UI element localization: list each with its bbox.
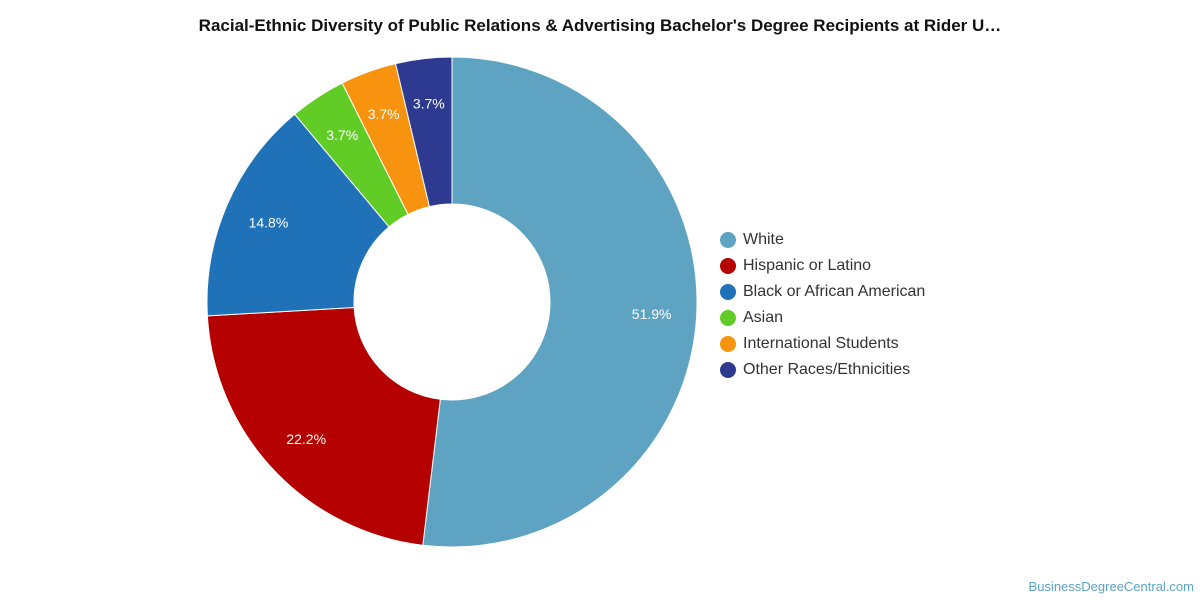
legend-item[interactable]: Hispanic or Latino: [720, 253, 925, 279]
legend-marker-icon: [720, 258, 736, 274]
slice-white[interactable]: [422, 56, 698, 548]
slice-label: 22.2%: [286, 431, 326, 447]
legend-label: Black or African American: [743, 283, 926, 300]
legend-label: Asian: [743, 309, 784, 326]
slice-label: 3.7%: [413, 95, 445, 111]
slice-label: 3.7%: [368, 106, 400, 122]
chart-legend: White Hispanic or Latino Black or African …: [720, 227, 925, 383]
chart-title: Racial-Ethnic Diversity of Public Relati…: [198, 16, 1002, 35]
legend-item[interactable]: International Students: [720, 331, 925, 357]
slice-other-races-ethnicities[interactable]: [394, 56, 453, 208]
legend-item[interactable]: Other Races/Ethnicities: [720, 357, 925, 383]
slice-black-or-african-american[interactable]: [206, 113, 390, 317]
slice-label: 3.7%: [326, 127, 358, 143]
legend-label: Hispanic or Latino: [743, 257, 872, 274]
legend-marker-icon: [720, 284, 736, 300]
legend-label: White: [743, 231, 784, 248]
slice-label: 14.8%: [249, 215, 289, 231]
legend-marker-icon: [720, 336, 736, 352]
legend-item[interactable]: White: [720, 227, 925, 253]
legend-item[interactable]: Black or African American: [720, 279, 925, 305]
slice-hispanic-or-latino[interactable]: [206, 307, 441, 546]
slice-label: 51.9%: [632, 306, 672, 322]
legend-label: International Students: [743, 335, 899, 352]
source-credit[interactable]: BusinessDegreeCentral.com: [1028, 579, 1194, 594]
legend-marker-icon: [720, 232, 736, 248]
legend-item[interactable]: Asian: [720, 305, 925, 331]
legend-label: Other Races/Ethnicities: [743, 361, 911, 378]
legend-marker-icon: [720, 362, 736, 378]
legend-marker-icon: [720, 310, 736, 326]
